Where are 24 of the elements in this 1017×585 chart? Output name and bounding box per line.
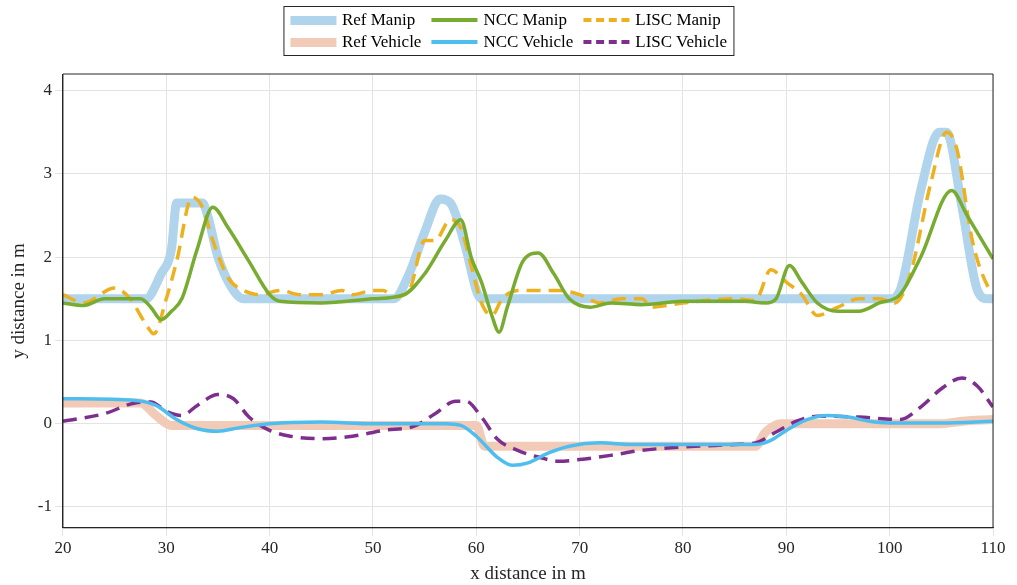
x-tick-label: 30 <box>157 538 175 558</box>
legend-label: LISC Vehicle <box>635 32 728 52</box>
x-tick-label: 100 <box>876 538 903 558</box>
legend-label: NCC Manip <box>483 10 568 30</box>
x-tick-label: 80 <box>674 538 692 558</box>
y-axis-title: y distance in m <box>7 242 29 359</box>
x-tick-label: 60 <box>467 538 485 558</box>
x-tick-label: 40 <box>261 538 279 558</box>
y-tick-label: 4 <box>43 80 53 100</box>
x-axis-title: x distance in m <box>470 561 586 583</box>
x-tick-label: 70 <box>571 538 589 558</box>
x-tick-label: 20 <box>54 538 72 558</box>
y-tick-label: 1 <box>43 329 52 349</box>
x-tick-label: 50 <box>364 538 382 558</box>
y-tick-label: 3 <box>43 163 52 183</box>
legend-label: NCC Vehicle <box>483 32 574 52</box>
legend-label: LISC Manip <box>635 10 721 30</box>
y-tick-label: 2 <box>43 246 52 266</box>
legend-label: Ref Vehicle <box>341 32 422 52</box>
y-tick-label: -1 <box>37 496 52 516</box>
x-tick-label: 110 <box>980 538 1006 558</box>
y-tick-label: 0 <box>43 413 52 433</box>
legend-label: Ref Manip <box>341 10 416 30</box>
x-tick-label: 90 <box>777 538 795 558</box>
